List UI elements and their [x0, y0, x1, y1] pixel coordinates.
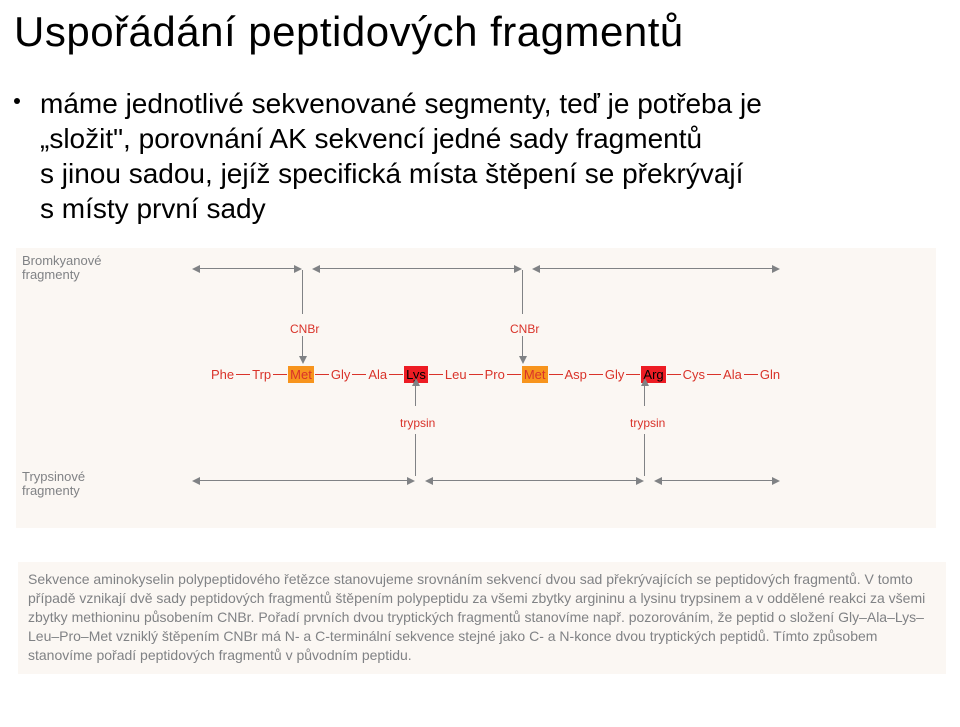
seq-dash	[352, 374, 366, 376]
seq-dash	[744, 374, 758, 376]
arrow-line-vertical	[415, 434, 416, 476]
aa-residue: Cys	[682, 367, 706, 382]
arrow-head-icon	[192, 477, 200, 485]
arrow-head-icon	[425, 477, 433, 485]
arrow-line-horizontal	[320, 268, 514, 269]
seq-dash	[273, 374, 287, 376]
diagram-background	[16, 248, 936, 528]
arrow-head-icon	[772, 477, 780, 485]
arrow-head-icon	[519, 356, 527, 364]
arrow-head-icon	[294, 265, 302, 273]
arrow-line-vertical	[522, 270, 523, 314]
arrow-head-icon	[312, 265, 320, 273]
seq-dash	[589, 374, 603, 376]
seq-dash	[549, 374, 563, 376]
bullet-dot-icon	[14, 98, 20, 104]
seq-dash	[469, 374, 483, 376]
arrow-head-icon	[636, 477, 644, 485]
label-trypsinove: Trypsinové fragmenty	[22, 470, 85, 499]
bullet-list: máme jednotlivé sekvenované segmenty, te…	[0, 56, 960, 226]
seq-dash	[429, 374, 443, 376]
aa-residue: Met	[522, 366, 548, 383]
seq-dash	[507, 374, 521, 376]
aa-residue: Trp	[251, 367, 272, 382]
fragment-diagram: Bromkyanové fragmenty Trypsinové fragmen…	[0, 248, 960, 538]
bullet-text-4: s místy první sady	[40, 193, 266, 224]
arrow-head-icon	[192, 265, 200, 273]
label-trypsin-2: trypsin	[630, 416, 665, 430]
arrow-line-vertical	[522, 336, 523, 356]
aa-residue: Leu	[444, 367, 468, 382]
aa-residue: Ala	[722, 367, 743, 382]
seq-dash	[389, 374, 403, 376]
aa-sequence: PheTrpMetGlyAlaLysLeuProMetAspGlyArgCysA…	[210, 366, 781, 383]
bullet-text-1: máme jednotlivé sekvenované segmenty, te…	[40, 88, 762, 119]
arrow-head-icon	[641, 378, 649, 386]
bullet-item: máme jednotlivé sekvenované segmenty, te…	[40, 86, 940, 226]
arrow-head-icon	[772, 265, 780, 273]
arrow-line-horizontal	[200, 268, 294, 269]
figure-caption: Sekvence aminokyselin polypeptidového ře…	[18, 562, 946, 674]
bullet-text-2: „složit", porovnání AK sekvencí jedné sa…	[40, 123, 702, 154]
seq-dash	[707, 374, 721, 376]
aa-residue: Met	[288, 366, 314, 383]
aa-residue: Pro	[484, 367, 506, 382]
bullet-text-3: s jinou sadou, jejíž specifická místa št…	[40, 158, 743, 189]
arrow-head-icon	[532, 265, 540, 273]
aa-residue: Gly	[330, 367, 352, 382]
arrow-line-vertical	[644, 434, 645, 476]
arrow-head-icon	[407, 477, 415, 485]
aa-residue: Gln	[759, 367, 781, 382]
arrow-line-vertical	[644, 386, 645, 406]
seq-dash	[667, 374, 681, 376]
label-cnbr-1: CNBr	[290, 322, 319, 336]
label-trypsin-1: trypsin	[400, 416, 435, 430]
arrow-head-icon	[412, 378, 420, 386]
label-bromkyanove: Bromkyanové fragmenty	[22, 254, 101, 283]
arrow-head-icon	[654, 477, 662, 485]
aa-residue: Ala	[367, 367, 388, 382]
seq-dash	[315, 374, 329, 376]
label-cnbr-2: CNBr	[510, 322, 539, 336]
page-title: Uspořádání peptidových fragmentů	[0, 0, 960, 56]
arrow-head-icon	[514, 265, 522, 273]
arrow-line-horizontal	[540, 268, 772, 269]
arrow-line-vertical	[302, 270, 303, 314]
arrow-line-horizontal	[662, 480, 772, 481]
aa-residue: Gly	[604, 367, 626, 382]
aa-residue: Phe	[210, 367, 235, 382]
seq-dash	[236, 374, 250, 376]
arrow-head-icon	[299, 356, 307, 364]
arrow-line-vertical	[302, 336, 303, 356]
aa-residue: Asp	[564, 367, 588, 382]
arrow-line-vertical	[415, 386, 416, 406]
page-root: Uspořádání peptidových fragmentů máme je…	[0, 0, 960, 727]
arrow-line-horizontal	[433, 480, 636, 481]
arrow-line-horizontal	[200, 480, 407, 481]
seq-dash	[626, 374, 640, 376]
